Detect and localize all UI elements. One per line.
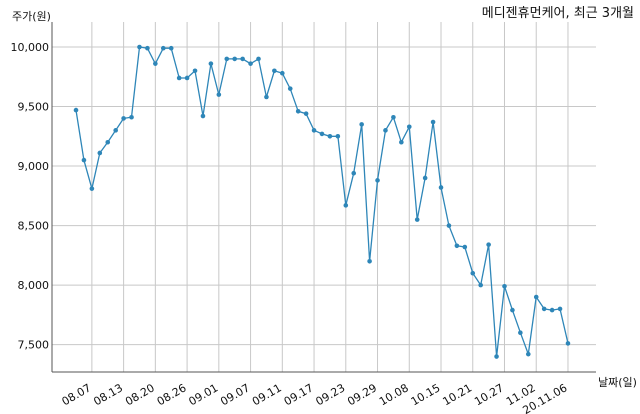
- data-point: [232, 56, 237, 62]
- data-point: [200, 113, 206, 119]
- data-point: [168, 45, 174, 51]
- y-tick-label: 8,000: [18, 279, 50, 292]
- x-tick-label: 09.23: [314, 381, 348, 408]
- data-point: [73, 107, 79, 113]
- data-point: [327, 133, 333, 139]
- data-point: [216, 92, 222, 97]
- data-point: [272, 68, 277, 74]
- data-point: [264, 94, 269, 100]
- data-point: [192, 68, 198, 74]
- data-point: [414, 217, 420, 222]
- y-tick-label: 10,000: [11, 41, 50, 54]
- data-point: [541, 306, 547, 312]
- x-tick-label: 10.27: [472, 381, 506, 408]
- data-point: [248, 61, 253, 66]
- data-point: [486, 242, 491, 247]
- y-tick-label: 9,500: [18, 101, 50, 114]
- x-tick-label: 08.07: [60, 381, 94, 408]
- data-point: [565, 341, 571, 346]
- y-tick-label: 7,500: [18, 339, 50, 352]
- data-point: [525, 351, 531, 357]
- data-point: [518, 330, 523, 336]
- data-point: [375, 178, 380, 183]
- data-point: [97, 150, 103, 156]
- data-point: [208, 61, 214, 66]
- data-point: [129, 114, 134, 120]
- data-point: [280, 70, 285, 76]
- data-point: [224, 56, 230, 62]
- data-point: [367, 258, 372, 264]
- data-point: [359, 122, 364, 127]
- x-tick-label: 09.01: [187, 381, 221, 408]
- data-point: [494, 354, 499, 359]
- series-line: [75, 46, 569, 357]
- data-point: [446, 223, 452, 228]
- data-point: [399, 139, 404, 145]
- x-tick-label: 09.07: [218, 381, 252, 408]
- y-tick-label: 9,000: [18, 160, 50, 173]
- data-point: [557, 306, 563, 312]
- data-point: [184, 75, 190, 81]
- data-point: [335, 133, 341, 139]
- data-point: [478, 282, 483, 288]
- data-point: [383, 128, 388, 133]
- data-point: [145, 45, 150, 51]
- data-point: [137, 44, 142, 50]
- y-tick-label: 8,500: [18, 220, 50, 233]
- y-tick-labels: 7,500 8,000 8,500 9,000 9,500 10,000: [11, 41, 50, 352]
- x-axis-label: 날짜(일): [598, 375, 637, 389]
- x-tick-label: 09.29: [345, 381, 379, 408]
- data-point: [462, 244, 468, 250]
- data-point: [240, 56, 245, 62]
- series: [73, 44, 571, 359]
- data-point: [351, 170, 357, 176]
- x-tick-label: 08.13: [91, 381, 125, 408]
- data-point: [256, 56, 261, 62]
- x-tick-label: 10.08: [377, 381, 411, 408]
- data-point: [153, 61, 158, 66]
- data-point: [406, 124, 412, 130]
- data-point: [422, 175, 428, 181]
- grid: [52, 22, 596, 372]
- data-point: [303, 111, 309, 116]
- data-point: [160, 45, 166, 51]
- axes: [51, 22, 596, 373]
- data-point: [502, 283, 507, 289]
- data-point: [510, 307, 515, 313]
- data-point: [391, 114, 396, 120]
- data-point: [89, 186, 95, 191]
- data-point: [343, 203, 349, 208]
- y-axis-label: 주가(원): [12, 10, 51, 23]
- data-point: [295, 108, 301, 114]
- data-point: [470, 270, 476, 276]
- data-point: [319, 131, 325, 137]
- data-point: [454, 243, 460, 249]
- x-tick-label: 09.11: [250, 381, 284, 408]
- x-tick-label: 10.15: [409, 381, 443, 408]
- data-point: [81, 157, 87, 163]
- data-point: [113, 128, 118, 133]
- x-tick-label: 08.26: [155, 381, 189, 408]
- data-point: [287, 86, 293, 91]
- data-point: [105, 139, 111, 145]
- data-point: [533, 294, 539, 300]
- data-point: [549, 307, 555, 313]
- data-point: [430, 119, 436, 125]
- x-tick-label: 09.17: [282, 381, 316, 408]
- x-tick-label: 08.20: [123, 381, 157, 408]
- data-point: [121, 116, 126, 121]
- data-point: [311, 128, 317, 133]
- data-point: [438, 185, 444, 190]
- chart-title: 메디젠휴먼케어, 최근 3개월: [482, 6, 634, 21]
- x-tick-label: 10.21: [440, 381, 474, 408]
- x-tick-labels: 08.0708.1308.2008.2609.0109.0709.1109.17…: [60, 381, 570, 414]
- data-point: [176, 75, 182, 81]
